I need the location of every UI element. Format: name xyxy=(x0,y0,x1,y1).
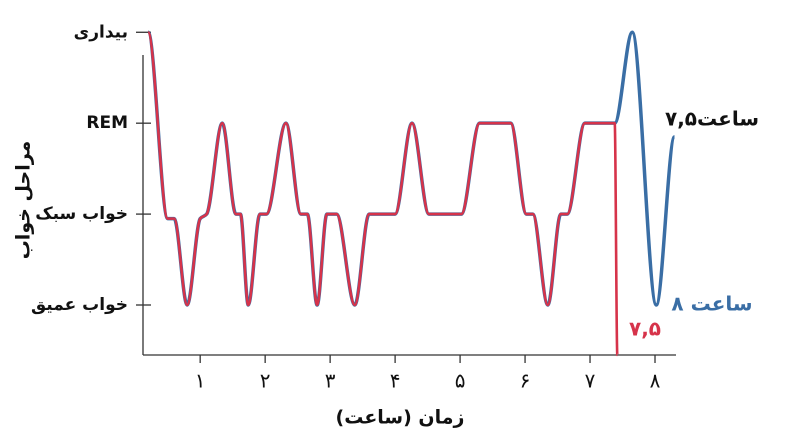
x-tick-label: ۷ xyxy=(585,369,596,393)
y-tick-label: بیداری xyxy=(74,22,128,42)
legend-label: ۸ ساعت xyxy=(671,292,752,316)
legend-label: ۷,۵ xyxy=(629,317,661,341)
y-tick-label: خواب عمیق xyxy=(31,295,128,315)
y-tick-label: REM xyxy=(86,113,128,133)
x-tick-label: ۸ xyxy=(650,369,661,393)
annotation: ۷,۵ساعت xyxy=(665,107,759,131)
x-tick-label: ۵ xyxy=(455,369,466,393)
x-tick-label: ۶ xyxy=(520,369,531,393)
x-tick-label: ۱ xyxy=(195,369,206,393)
x-tick-label: ۲ xyxy=(260,369,271,393)
series-line xyxy=(146,30,619,357)
series-line xyxy=(146,30,677,307)
y-axis-label: مراحل خواب xyxy=(13,141,35,260)
x-axis-label: زمان (ساعت) xyxy=(336,407,465,429)
x-tick-label: ۳ xyxy=(325,369,336,393)
y-tick-label: خواب سبک xyxy=(35,204,128,224)
x-tick-label: ۴ xyxy=(390,369,401,393)
